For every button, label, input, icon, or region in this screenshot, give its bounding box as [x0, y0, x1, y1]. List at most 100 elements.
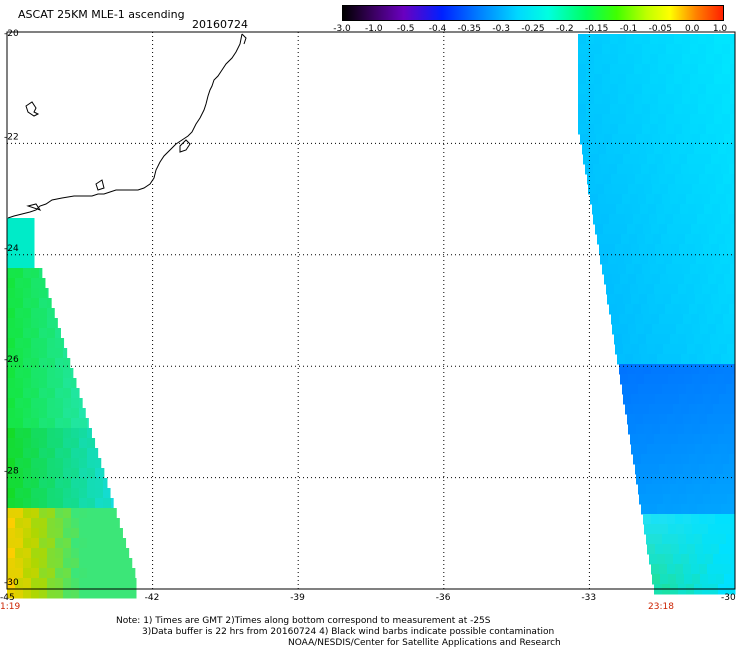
- wind-cell: [674, 64, 683, 75]
- wind-cell: [656, 204, 665, 215]
- wind-cell: [660, 474, 669, 485]
- wind-cell: [690, 94, 699, 105]
- wind-cell: [47, 468, 56, 479]
- wind-cell: [586, 84, 595, 95]
- wind-cell: [660, 574, 669, 585]
- wind-cell: [39, 388, 48, 399]
- wind-cell: [709, 234, 718, 245]
- wind-cell: [684, 524, 693, 535]
- wind-cell: [31, 258, 35, 269]
- wind-cell: [671, 244, 680, 255]
- wind-cell: [692, 274, 701, 285]
- wind-cell: [657, 354, 666, 365]
- wind-cell: [718, 284, 727, 295]
- wind-cell: [610, 64, 619, 75]
- wind-cell: [673, 354, 682, 365]
- wind-cell: [647, 494, 656, 505]
- longitude-label: -39: [290, 593, 305, 603]
- wind-cell: [710, 284, 719, 295]
- wind-cell: [650, 264, 659, 275]
- wind-cell: [718, 384, 727, 395]
- wind-cell: [111, 538, 120, 549]
- wind-cell: [23, 338, 32, 349]
- wind-cell: [55, 538, 64, 549]
- wind-cell: [700, 324, 709, 335]
- wind-cell: [618, 264, 627, 275]
- wind-cell: [715, 414, 724, 425]
- wind-cell: [31, 558, 40, 569]
- wind-cell: [655, 494, 664, 505]
- wind-cell: [732, 274, 736, 285]
- wind-cell: [666, 84, 675, 95]
- wind-cell: [646, 384, 655, 395]
- wind-cell: [702, 334, 711, 345]
- wind-cell: [730, 94, 736, 105]
- wind-cell: [23, 398, 32, 409]
- wind-cell: [682, 264, 691, 275]
- wind-cell: [670, 384, 679, 395]
- wind-cell: [654, 144, 663, 155]
- wind-cell: [31, 418, 40, 429]
- wind-cell: [15, 528, 24, 539]
- wind-cell: [630, 384, 639, 395]
- wind-cell: [676, 524, 685, 535]
- wind-cell: [668, 324, 677, 335]
- wind-cell: [604, 134, 613, 145]
- wind-cell: [612, 324, 621, 335]
- wind-cell: [646, 284, 655, 295]
- wind-cell: [654, 284, 663, 295]
- wind-cell: [681, 504, 690, 515]
- wind-cell: [700, 574, 709, 585]
- wind-cell: [31, 458, 40, 469]
- wind-cell: [15, 438, 24, 449]
- wind-cell: [47, 378, 56, 389]
- wind-cell: [63, 438, 72, 449]
- wind-cell: [697, 554, 706, 565]
- wind-cell: [643, 364, 652, 375]
- wind-cell: [651, 314, 660, 325]
- wind-cell: [87, 418, 89, 429]
- wind-cell: [658, 114, 667, 125]
- wind-cell: [583, 154, 592, 165]
- wind-cell: [718, 534, 727, 545]
- wind-cell: [664, 254, 673, 265]
- wind-cell: [678, 334, 687, 345]
- wind-cell: [648, 254, 657, 265]
- wind-cell: [654, 534, 663, 545]
- wind-cell: [638, 284, 647, 295]
- wind-cell: [79, 528, 88, 539]
- wind-cell: [659, 314, 668, 325]
- wind-cell: [87, 488, 96, 499]
- wind-cell: [705, 164, 714, 175]
- wind-cell: [668, 474, 677, 485]
- wind-cell: [726, 434, 735, 445]
- wind-cell: [596, 134, 605, 145]
- wind-cell: [103, 548, 112, 559]
- wind-cell: [63, 478, 72, 489]
- wind-cell: [700, 424, 709, 435]
- wind-cell: [79, 538, 88, 549]
- wind-cell: [649, 504, 658, 515]
- wind-cell: [687, 244, 696, 255]
- wind-cell: [710, 434, 719, 445]
- wind-cell: [47, 538, 56, 549]
- wind-cell: [47, 458, 56, 469]
- wind-cell: [722, 44, 731, 55]
- wind-cell: [618, 124, 627, 135]
- wind-cell: [674, 54, 683, 65]
- wind-cell: [722, 64, 731, 75]
- wind-cell: [686, 334, 695, 345]
- wind-cell: [620, 324, 629, 335]
- wind-cell: [618, 54, 627, 65]
- wind-cell: [633, 354, 642, 365]
- wind-cell: [705, 214, 714, 225]
- latitude-label: -26: [4, 355, 19, 365]
- wind-cell: [111, 498, 114, 509]
- wind-cell: [119, 528, 123, 539]
- wind-cell: [726, 384, 735, 395]
- wind-cell: [657, 504, 666, 515]
- wind-cell: [627, 174, 636, 185]
- wind-cell: [699, 414, 708, 425]
- wind-cell: [653, 234, 662, 245]
- wind-cell: [71, 568, 80, 579]
